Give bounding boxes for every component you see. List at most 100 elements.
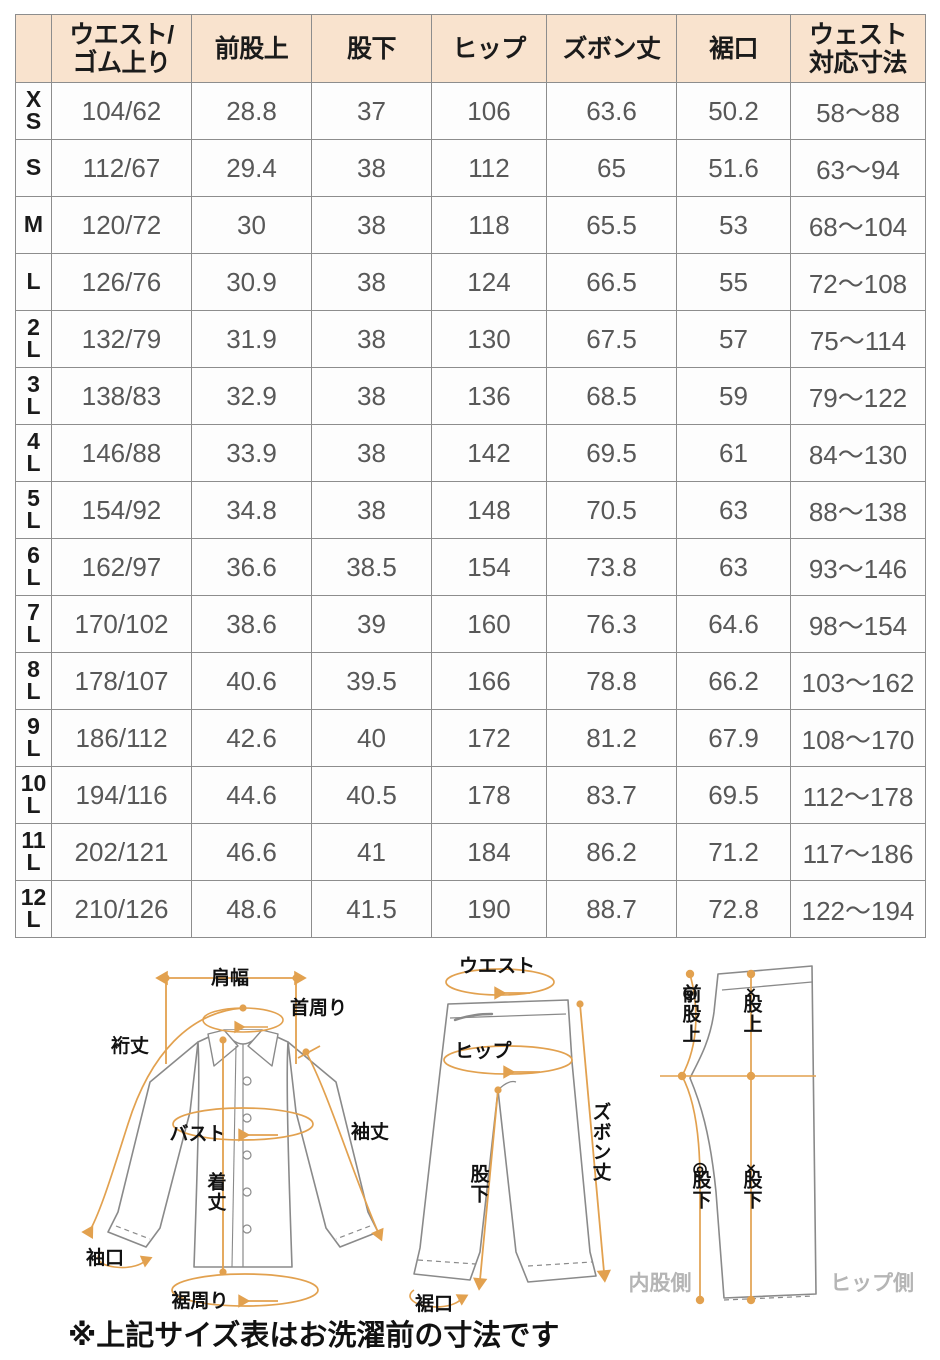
cell-hem-opening: 71.2 [676, 823, 791, 881]
size-label-cell: M [15, 196, 52, 254]
cell-hip: 118 [431, 196, 547, 254]
cell-inseam: 37 [311, 82, 432, 140]
label-pants-waist: ウエスト [459, 955, 535, 977]
cell-waist-rubber: 170/102 [51, 595, 192, 653]
cell-waist-rubber: 126/76 [51, 253, 192, 311]
cell-front-rise: 40.6 [191, 652, 312, 710]
cell-front-rise: 32.9 [191, 367, 312, 425]
pants-diagram: ウエスト ヒップ ズボン丈 股下 裾口 [409, 955, 612, 1315]
cell-front-rise: 28.8 [191, 82, 312, 140]
size-label-part: S [25, 154, 42, 181]
cell-hip: 112 [431, 139, 547, 197]
cell-pants-length: 70.5 [546, 481, 677, 539]
size-label-part: L [26, 564, 41, 590]
cell-inseam: 41.5 [311, 880, 432, 938]
cell-waist-rubber: 178/107 [51, 652, 192, 710]
table-row: 9 L 186/112 42.6 40 172 81.2 67.9 108〜170 [15, 709, 926, 767]
size-label-part: 12 [20, 884, 47, 911]
size-label-part: L [26, 268, 41, 295]
label-inseam-good-mark: ◎ [693, 1159, 708, 1178]
cell-front-rise: 31.9 [191, 310, 312, 368]
label-hem-circumference: 裾周り [171, 1289, 228, 1312]
cell-hem-opening: 51.6 [676, 139, 791, 197]
cell-inseam: 38 [311, 424, 432, 482]
cell-hip: 148 [431, 481, 547, 539]
cell-pants-length: 86.2 [546, 823, 677, 881]
header-size-corner [15, 14, 52, 83]
cell-inseam: 40 [311, 709, 432, 767]
cell-waist-fit: 98〜154 [790, 595, 926, 653]
size-label-stack: L [17, 268, 50, 295]
cell-hem-opening: 67.9 [676, 709, 791, 767]
cell-pants-length: 66.5 [546, 253, 677, 311]
size-label-part: L [26, 621, 41, 647]
header-row: ウエスト/ ゴム上り 前股上 股下 ヒップ ズボン丈 裾口 ウェスト 対応寸法 [15, 14, 926, 83]
label-inseam-bad: 股下 [741, 1170, 763, 1210]
label-pants-length: ズボン丈 [590, 1101, 612, 1182]
label-inseam-bad-mark: × [746, 1159, 756, 1178]
header-inseam: 股下 [311, 14, 432, 83]
label-neck: 首周り [290, 996, 347, 1019]
cell-hem-opening: 55 [676, 253, 791, 311]
cell-front-rise: 36.6 [191, 538, 312, 596]
cell-hip: 184 [431, 823, 547, 881]
size-label-part: 8 [27, 656, 40, 683]
header-hem-opening: 裾口 [676, 14, 791, 83]
cell-hem-opening: 50.2 [676, 82, 791, 140]
cell-hem-opening: 64.6 [676, 595, 791, 653]
label-sleeve-length: 袖丈 [351, 1120, 389, 1143]
cell-hem-opening: 66.2 [676, 652, 791, 710]
cell-inseam: 38 [311, 253, 432, 311]
table-row: X S 104/62 28.8 37 106 63.6 50.2 58〜88 [15, 82, 926, 140]
header-waist-rubber-line2: ゴム上り [72, 48, 171, 77]
cell-hem-opening: 63 [676, 538, 791, 596]
size-label-part: L [26, 507, 41, 533]
cell-hem-opening: 53 [676, 196, 791, 254]
table-row: 3 L 138/83 32.9 38 136 68.5 59 79〜122 [15, 367, 926, 425]
label-cuff: 袖口 [86, 1246, 124, 1269]
cell-hip: 166 [431, 652, 547, 710]
jacket-diagram: 肩幅 首周り 裄丈 バスト 袖丈 [81, 966, 389, 1312]
table-row: 6 L 162/97 36.6 38.5 154 73.8 63 93〜146 [15, 538, 926, 596]
cell-hip: 178 [431, 766, 547, 824]
cell-pants-length: 65 [546, 139, 677, 197]
cell-waist-fit: 58〜88 [790, 82, 926, 140]
cell-waist-rubber: 186/112 [51, 709, 192, 767]
header-waist-fit-line1: ウェスト [808, 20, 908, 49]
size-label-part: S [25, 108, 42, 134]
cell-pants-length: 69.5 [546, 424, 677, 482]
size-label-part: L [26, 336, 41, 362]
cell-waist-rubber: 112/67 [51, 139, 192, 197]
table-row: 11 L 202/121 46.6 41 184 86.2 71.2 117〜186 [15, 823, 926, 881]
cell-hem-opening: 57 [676, 310, 791, 368]
table-row: L 126/76 30.9 38 124 66.5 55 72〜108 [15, 253, 926, 311]
size-label-part: 3 [27, 371, 40, 398]
cell-waist-rubber: 154/92 [51, 481, 192, 539]
cell-hip: 124 [431, 253, 547, 311]
cell-pants-length: 68.5 [546, 367, 677, 425]
header-pants-length: ズボン丈 [546, 14, 677, 83]
cell-hip: 190 [431, 880, 547, 938]
header-hip: ヒップ [431, 14, 547, 83]
cell-pants-length: 67.5 [546, 310, 677, 368]
size-label-cell: 11 L [15, 823, 52, 881]
cell-waist-fit: 63〜94 [790, 139, 926, 197]
cell-waist-fit: 79〜122 [790, 367, 926, 425]
table-row: 8 L 178/107 40.6 39.5 166 78.8 66.2 103〜162 [15, 652, 926, 710]
cell-waist-fit: 103〜162 [790, 652, 926, 710]
cell-inseam: 39 [311, 595, 432, 653]
cell-hip: 136 [431, 367, 547, 425]
header-front-rise: 前股上 [191, 14, 312, 83]
cell-front-rise: 46.6 [191, 823, 312, 881]
cell-waist-rubber: 104/62 [51, 82, 192, 140]
label-hip-side: ヒップ側 [830, 1272, 914, 1295]
label-rise-mark: × [746, 983, 756, 1002]
cell-hem-opening: 59 [676, 367, 791, 425]
size-label-part: 9 [27, 713, 40, 740]
cell-waist-fit: 122〜194 [790, 880, 926, 938]
cell-front-rise: 30 [191, 196, 312, 254]
cell-front-rise: 44.6 [191, 766, 312, 824]
